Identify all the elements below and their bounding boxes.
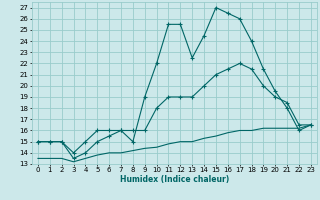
X-axis label: Humidex (Indice chaleur): Humidex (Indice chaleur)	[120, 175, 229, 184]
